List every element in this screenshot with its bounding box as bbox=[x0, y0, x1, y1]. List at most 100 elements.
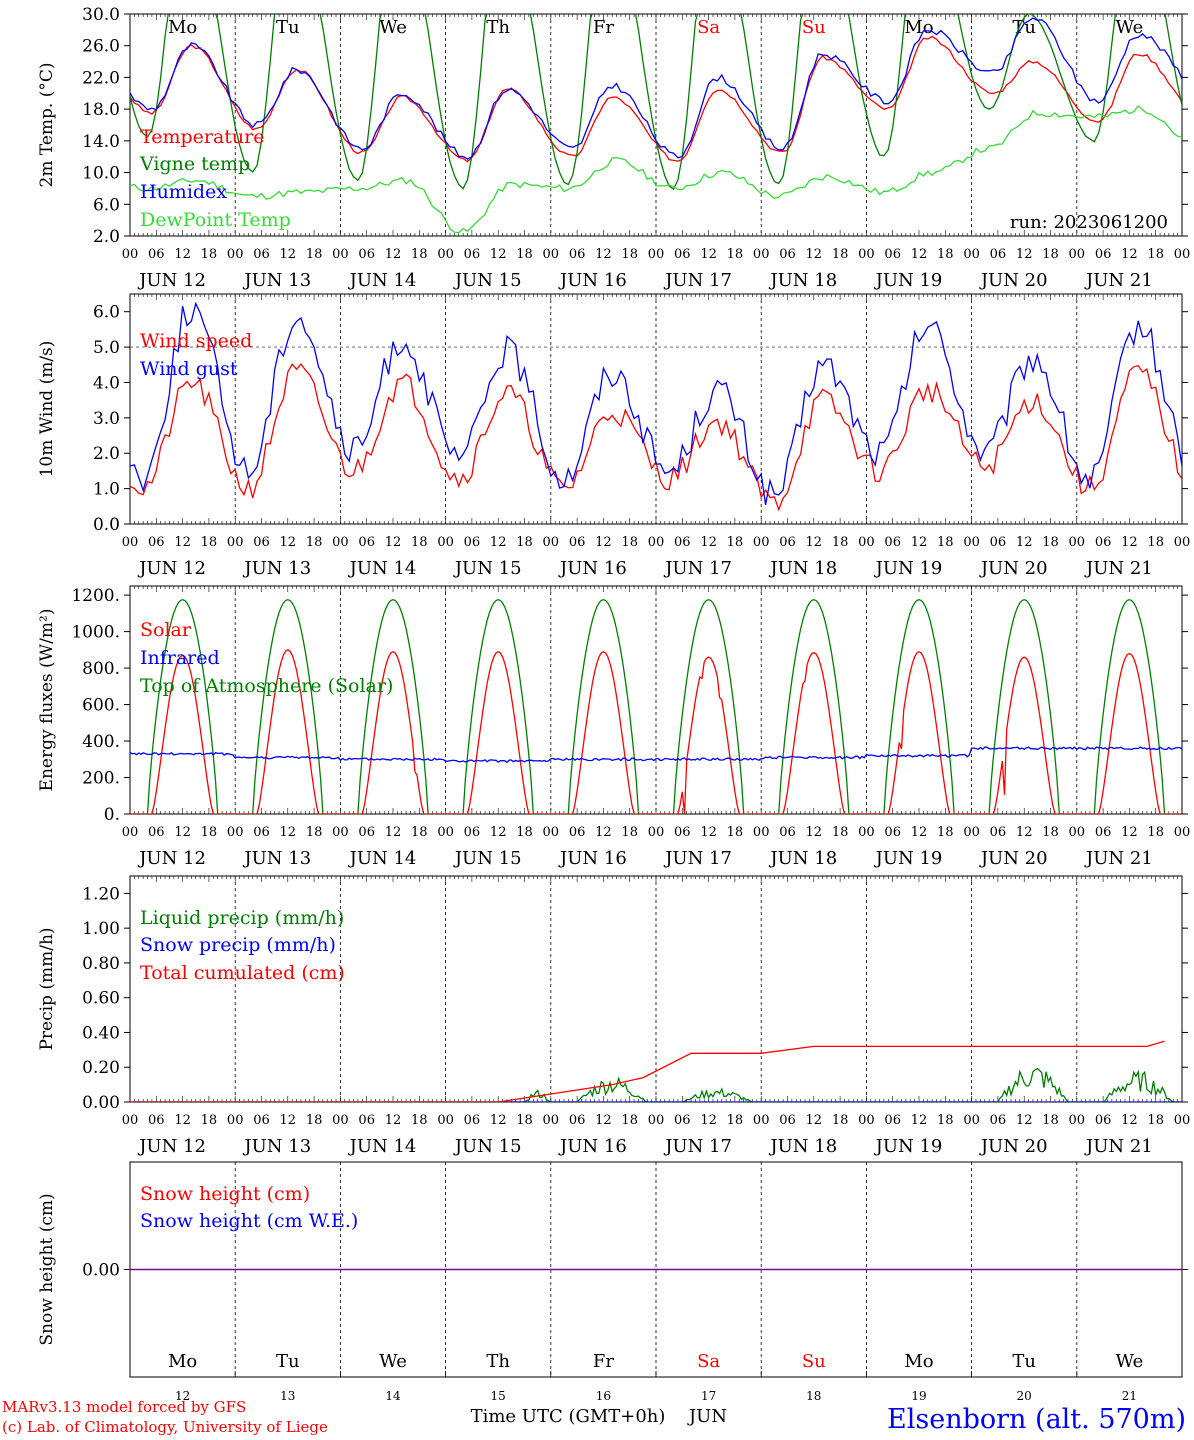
hour-tick-label: 00 bbox=[1069, 247, 1086, 262]
hour-tick-label: 18 bbox=[516, 825, 533, 840]
legend-entry-2: Top of Atmosphere (Solar) bbox=[140, 675, 393, 697]
hour-tick-label: 00 bbox=[753, 535, 770, 550]
day-name-bottom-3: Th bbox=[486, 1351, 510, 1372]
hour-tick-label: 06 bbox=[884, 825, 901, 840]
x-axis-month: JUN bbox=[687, 1406, 727, 1427]
hour-tick-label: 00 bbox=[1174, 247, 1191, 262]
legend-entry-0: Temperature bbox=[140, 126, 264, 148]
hour-tick-label: 06 bbox=[148, 535, 165, 550]
legend-entry-2: Humidex bbox=[140, 181, 227, 203]
hour-tick-label: 18 bbox=[621, 247, 638, 262]
bottom-day-number: 17 bbox=[701, 1389, 716, 1403]
bottom-day-number: 15 bbox=[491, 1389, 506, 1403]
day-name-bottom-5: Sa bbox=[697, 1351, 720, 1372]
hour-tick-label: 00 bbox=[332, 1113, 349, 1128]
day-name-top-1: Tu bbox=[276, 17, 300, 38]
hour-tick-label: 06 bbox=[358, 1113, 375, 1128]
hour-tick-label: 18 bbox=[306, 825, 323, 840]
hour-tick-label: 00 bbox=[437, 535, 454, 550]
bottom-day-number: 18 bbox=[806, 1389, 821, 1403]
hour-tick-label: 06 bbox=[990, 825, 1007, 840]
hour-tick-label: 06 bbox=[148, 247, 165, 262]
day-name-top-0: Mo bbox=[168, 17, 197, 38]
y-tick-label: 6.0 bbox=[93, 195, 120, 215]
hour-tick-label: 12 bbox=[1016, 535, 1033, 550]
y-tick-label: 0.00 bbox=[82, 1093, 120, 1113]
hour-tick-label: 18 bbox=[201, 825, 218, 840]
date-label: JUN 16 bbox=[558, 1136, 627, 1157]
hour-tick-label: 18 bbox=[411, 247, 428, 262]
hour-tick-label: 18 bbox=[411, 1113, 428, 1128]
panel-2: 6.0 5.0 4.0 3.0 2.0 1.0 0.0 10m Wind (m/s) 00 06 1… bbox=[37, 293, 1190, 579]
legend-entry-0: Solar bbox=[140, 619, 192, 641]
hour-tick-label: 06 bbox=[148, 825, 165, 840]
hour-tick-label: 06 bbox=[358, 535, 375, 550]
hour-tick-label: 18 bbox=[621, 535, 638, 550]
series-line-2 bbox=[130, 599, 1182, 814]
hour-tick-label: 12 bbox=[174, 825, 191, 840]
day-name-top-2: We bbox=[379, 17, 407, 38]
hour-tick-label: 00 bbox=[227, 535, 244, 550]
y-tick-label: 2.0 bbox=[93, 227, 120, 247]
run-annotation: run: 2023061200 bbox=[1010, 212, 1168, 233]
day-name-top-3: Th bbox=[486, 17, 510, 38]
legend-entry-1: Infrared bbox=[140, 647, 220, 669]
hour-tick-label: 18 bbox=[1042, 1113, 1059, 1128]
y-tick-label: 4.0 bbox=[93, 373, 120, 393]
hour-tick-label: 12 bbox=[490, 535, 507, 550]
station-name: Elsenborn (alt. 570m) bbox=[887, 1404, 1186, 1435]
panel-3: 1200. 1000. 800. 600. 400. 200. 0. Energy fluxe… bbox=[37, 585, 1191, 869]
y-tick-label: 400. bbox=[82, 732, 120, 752]
legend-entry-0: Wind speed bbox=[140, 330, 252, 352]
date-label: JUN 18 bbox=[768, 848, 837, 869]
y-tick-label: 10.0 bbox=[82, 164, 120, 184]
hour-tick-label: 12 bbox=[806, 1113, 823, 1128]
hour-tick-label: 12 bbox=[700, 1113, 717, 1128]
legend-entry-3: DewPoint Temp bbox=[140, 209, 291, 231]
hour-tick-label: 18 bbox=[727, 247, 744, 262]
date-label: JUN 15 bbox=[453, 558, 522, 579]
hour-tick-label: 18 bbox=[1147, 825, 1164, 840]
date-label: JUN 13 bbox=[242, 848, 311, 869]
legend-entry-0: Liquid precip (mm/h) bbox=[140, 907, 344, 929]
hour-tick-label: 06 bbox=[779, 825, 796, 840]
hour-tick-label: 06 bbox=[990, 1113, 1007, 1128]
hour-tick-label: 00 bbox=[332, 247, 349, 262]
day-name-bottom-6: Su bbox=[802, 1351, 826, 1372]
hour-tick-label: 12 bbox=[174, 1113, 191, 1128]
hour-tick-label: 06 bbox=[464, 247, 481, 262]
hour-tick-label: 06 bbox=[253, 1113, 270, 1128]
hour-tick-label: 18 bbox=[201, 1113, 218, 1128]
hour-tick-label: 12 bbox=[911, 1113, 928, 1128]
y-tick-label: 1.0 bbox=[93, 480, 120, 500]
hour-tick-label: 06 bbox=[779, 1113, 796, 1128]
hour-tick-label: 12 bbox=[595, 535, 612, 550]
date-label: JUN 21 bbox=[1084, 1136, 1153, 1157]
hour-tick-label: 18 bbox=[727, 825, 744, 840]
hour-tick-label: 06 bbox=[253, 535, 270, 550]
hour-tick-label: 06 bbox=[779, 247, 796, 262]
hour-tick-label: 06 bbox=[1095, 247, 1112, 262]
hour-tick-label: 18 bbox=[937, 247, 954, 262]
date-label: JUN 12 bbox=[137, 848, 206, 869]
date-label: JUN 15 bbox=[453, 270, 522, 291]
hour-tick-label: 00 bbox=[963, 535, 980, 550]
hour-tick-label: 18 bbox=[1147, 247, 1164, 262]
date-label: JUN 15 bbox=[453, 848, 522, 869]
hour-tick-label: 12 bbox=[385, 825, 402, 840]
hour-tick-label: 18 bbox=[411, 825, 428, 840]
hour-tick-label: 18 bbox=[727, 1113, 744, 1128]
series-line-1 bbox=[130, 746, 1182, 764]
hour-tick-label: 00 bbox=[227, 1113, 244, 1128]
hour-tick-label: 00 bbox=[648, 535, 665, 550]
y-tick-label: 30.0 bbox=[82, 5, 120, 25]
hour-tick-label: 00 bbox=[1174, 825, 1191, 840]
y-axis-label: Snow height (cm) bbox=[37, 1193, 57, 1345]
y-tick-label: 600. bbox=[82, 696, 120, 716]
legend-entry-1: Vigne temp bbox=[139, 153, 250, 175]
y-tick-label: 26.0 bbox=[82, 37, 120, 57]
hour-tick-label: 12 bbox=[1016, 825, 1033, 840]
hour-tick-label: 06 bbox=[569, 535, 586, 550]
hour-tick-label: 18 bbox=[1147, 535, 1164, 550]
y-axis-label: Energy fluxes (W/m²) bbox=[37, 609, 57, 792]
